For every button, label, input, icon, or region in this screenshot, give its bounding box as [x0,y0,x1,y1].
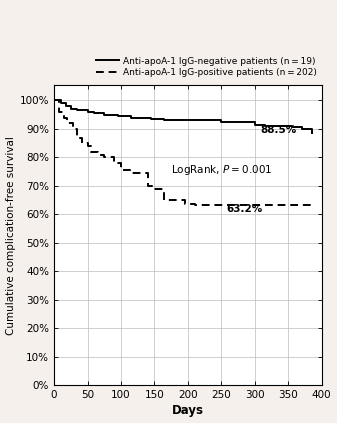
Text: 63.2%: 63.2% [227,204,263,214]
X-axis label: Days: Days [172,404,204,418]
Text: LogRank, $P$ = 0.001: LogRank, $P$ = 0.001 [171,163,272,177]
Text: 88.5%: 88.5% [260,125,296,135]
Legend: Anti-apoA-1 IgG-negative patients (n = 19), Anti-apoA-1 IgG-positive patients (n: Anti-apoA-1 IgG-negative patients (n = 1… [96,57,317,77]
Y-axis label: Cumulative complication-free survival: Cumulative complication-free survival [5,136,16,335]
